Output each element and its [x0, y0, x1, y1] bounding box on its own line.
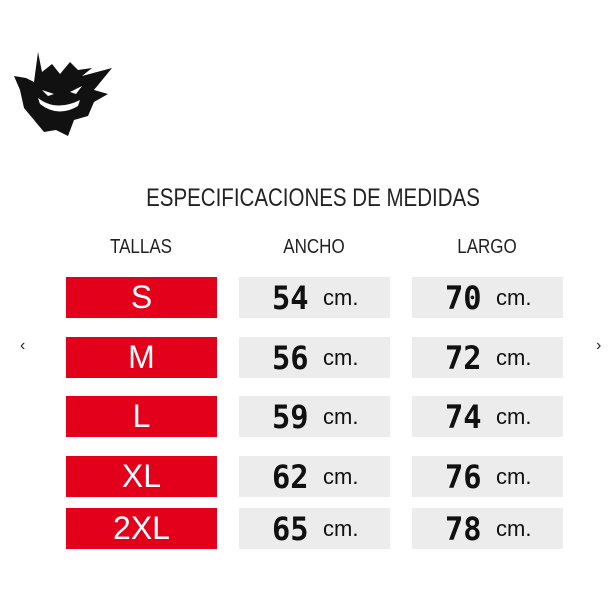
largo-value: 72 — [444, 338, 482, 377]
ancho-cell: 59 cm. — [239, 396, 390, 437]
header-ancho: ANCHO — [283, 236, 345, 258]
size-cell: XL — [66, 456, 217, 497]
unit-label: cm. — [496, 403, 532, 429]
unit-label: cm. — [496, 344, 532, 370]
ancho-value: 65 — [271, 509, 309, 548]
size-cell: S — [66, 277, 217, 318]
ancho-value: 56 — [271, 338, 309, 377]
ancho-value: 62 — [271, 457, 309, 496]
size-cell: 2XL — [66, 508, 217, 549]
largo-value: 70 — [444, 278, 482, 317]
largo-cell: 72 cm. — [412, 337, 563, 378]
unit-label: cm. — [323, 515, 359, 541]
unit-label: cm. — [323, 344, 359, 370]
unit-label: cm. — [323, 284, 359, 310]
largo-value: 78 — [444, 509, 482, 548]
size-cell: M — [66, 337, 217, 378]
unit-label: cm. — [496, 284, 532, 310]
header-largo: LARGO — [457, 236, 517, 258]
ancho-value: 54 — [271, 278, 309, 317]
largo-value: 74 — [444, 397, 482, 436]
largo-value: 76 — [444, 457, 482, 496]
ancho-cell: 62 cm. — [239, 456, 390, 497]
page-title: ESPECIFICACIONES DE MEDIDAS — [146, 184, 480, 212]
unit-label: cm. — [323, 403, 359, 429]
unit-label: cm. — [496, 515, 532, 541]
size-cell: L — [66, 396, 217, 437]
largo-cell: 78 cm. — [412, 508, 563, 549]
unit-label: cm. — [323, 463, 359, 489]
ancho-cell: 65 cm. — [239, 508, 390, 549]
largo-cell: 70 cm. — [412, 277, 563, 318]
carousel-next-button[interactable]: › — [596, 337, 602, 354]
ghost-logo-icon — [14, 52, 112, 136]
largo-cell: 74 cm. — [412, 396, 563, 437]
ancho-value: 59 — [271, 397, 309, 436]
header-tallas: TALLAS — [109, 236, 173, 258]
largo-cell: 76 cm. — [412, 456, 563, 497]
ancho-cell: 56 cm. — [239, 337, 390, 378]
unit-label: cm. — [496, 463, 532, 489]
ancho-cell: 54 cm. — [239, 277, 390, 318]
carousel-prev-button[interactable]: ‹ — [20, 337, 26, 354]
